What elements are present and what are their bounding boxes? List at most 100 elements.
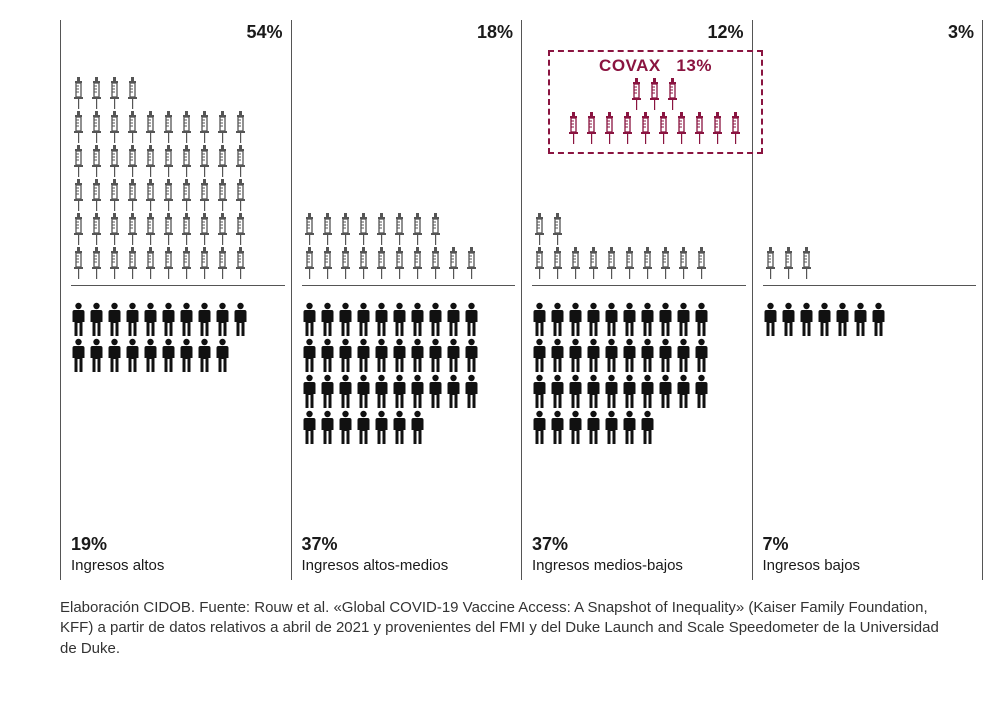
syringe-icon	[338, 213, 356, 247]
syringe-icon	[410, 213, 428, 247]
syringe-icon	[446, 247, 464, 281]
person-icon	[604, 338, 622, 374]
person-icon	[604, 302, 622, 338]
syringe-icon	[161, 111, 179, 145]
person-icon	[410, 410, 428, 446]
person-icon	[781, 302, 799, 338]
category-label: Ingresos medios-bajos	[532, 557, 746, 574]
person-icon	[320, 374, 338, 410]
person-icon	[338, 302, 356, 338]
syringe-icon	[728, 112, 746, 146]
person-icon	[356, 374, 374, 410]
person-icon	[658, 338, 676, 374]
syringe-icon	[532, 213, 550, 247]
syringe-icon	[566, 112, 584, 146]
person-icon	[320, 302, 338, 338]
person-icon	[392, 338, 410, 374]
syringe-icon	[694, 247, 712, 281]
person-icon	[586, 302, 604, 338]
person-icon	[338, 374, 356, 410]
person-icon	[302, 338, 320, 374]
person-icon	[356, 302, 374, 338]
person-icon	[763, 302, 781, 338]
syringe-icon	[638, 112, 656, 146]
syringe-icon	[710, 112, 728, 146]
person-icon	[302, 374, 320, 410]
syringe-icon	[215, 213, 233, 247]
syringe-icon	[602, 112, 620, 146]
syringe-icon	[233, 111, 251, 145]
person-icon	[622, 302, 640, 338]
syringe-icon	[656, 112, 674, 146]
person-icon	[658, 302, 676, 338]
syringe-icon	[89, 247, 107, 281]
syringe-icon	[338, 247, 356, 281]
person-icon	[374, 338, 392, 374]
syringe-icon	[179, 111, 197, 145]
syringe-icon	[586, 247, 604, 281]
syringe-icon	[143, 247, 161, 281]
syringe-icon	[532, 247, 550, 281]
person-icon	[71, 302, 89, 338]
person-icon	[374, 374, 392, 410]
person-icon	[302, 302, 320, 338]
syringe-icon	[143, 111, 161, 145]
person-icon	[179, 338, 197, 374]
syringe-icon	[71, 179, 89, 213]
syringe-icon	[71, 77, 89, 111]
person-icon	[410, 338, 428, 374]
person-icon	[853, 302, 871, 338]
syringe-icon	[647, 78, 665, 112]
person-icon	[428, 302, 446, 338]
syringe-icon	[125, 247, 143, 281]
person-icon	[410, 302, 428, 338]
person-icon	[694, 302, 712, 338]
person-icon	[374, 410, 392, 446]
syringe-icon	[620, 112, 638, 146]
syringe-icon	[215, 145, 233, 179]
person-icon	[197, 338, 215, 374]
person-icon	[568, 302, 586, 338]
syringe-icon	[71, 111, 89, 145]
syringe-icon	[658, 247, 676, 281]
syringe-icon	[143, 213, 161, 247]
person-icon	[871, 302, 889, 338]
person-icon	[604, 410, 622, 446]
vaccine-percent: 12%	[707, 22, 743, 43]
syringe-pictogram	[71, 20, 285, 285]
person-icon	[604, 374, 622, 410]
syringe-icon	[320, 213, 338, 247]
person-icon	[550, 410, 568, 446]
person-icon	[215, 338, 233, 374]
person-icon	[694, 338, 712, 374]
syringe-icon	[197, 145, 215, 179]
syringe-icon	[89, 213, 107, 247]
person-icon	[532, 374, 550, 410]
person-icon	[89, 338, 107, 374]
person-icon	[125, 338, 143, 374]
person-icon	[586, 338, 604, 374]
syringe-icon	[215, 247, 233, 281]
syringe-icon	[676, 247, 694, 281]
person-icon	[568, 410, 586, 446]
person-icon	[799, 302, 817, 338]
syringe-pictogram	[763, 20, 977, 285]
syringe-icon	[107, 179, 125, 213]
covax-label: COVAX	[599, 56, 661, 75]
person-icon	[640, 338, 658, 374]
covax-percent: 13%	[676, 56, 712, 75]
person-icon	[392, 410, 410, 446]
syringe-icon	[233, 213, 251, 247]
syringe-icon	[464, 247, 482, 281]
person-icon	[338, 410, 356, 446]
syringe-icon	[640, 247, 658, 281]
syringe-icon	[71, 145, 89, 179]
population-percent: 37%	[532, 534, 746, 555]
syringe-icon	[674, 112, 692, 146]
syringe-icon	[179, 213, 197, 247]
person-icon	[107, 302, 125, 338]
syringe-pictogram	[302, 20, 516, 285]
syringe-icon	[392, 213, 410, 247]
syringe-icon	[161, 179, 179, 213]
syringe-icon	[197, 179, 215, 213]
